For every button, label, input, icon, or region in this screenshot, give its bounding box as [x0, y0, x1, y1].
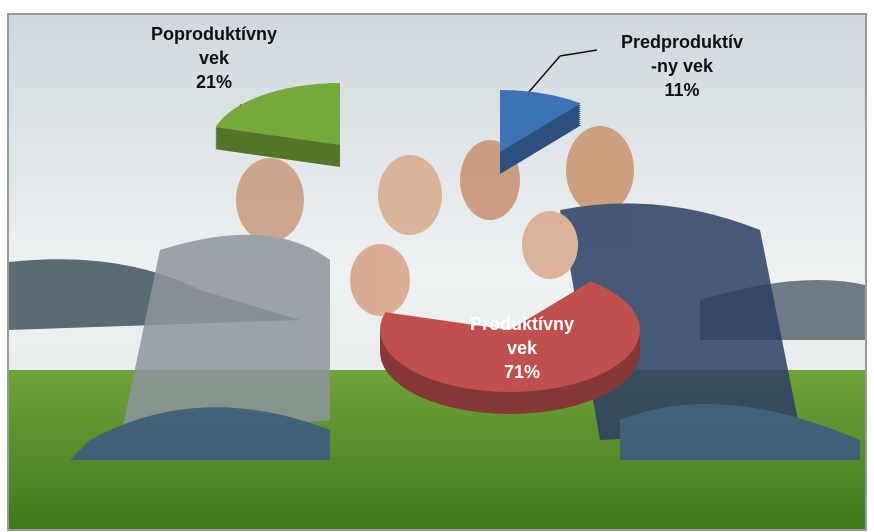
- value-label: 11%: [621, 78, 743, 102]
- category-label: Predproduktív -ny vek: [621, 30, 743, 78]
- page: Predproduktív -ny vek11% Produktívny vek7…: [0, 0, 874, 532]
- category-label: Poproduktívny vek: [151, 22, 277, 70]
- value-label: 21%: [151, 70, 277, 94]
- category-label: Produktívny vek: [470, 312, 574, 360]
- value-label: 71%: [470, 360, 574, 384]
